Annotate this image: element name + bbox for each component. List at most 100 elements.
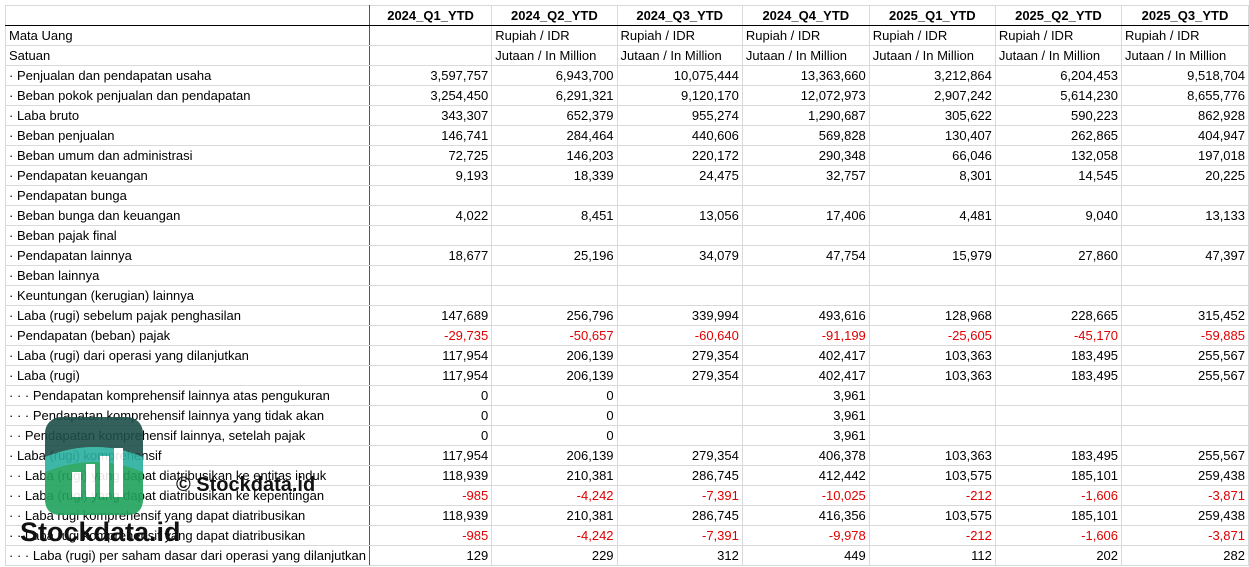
cell: 286,745 xyxy=(616,505,743,526)
cell: 862,928 xyxy=(1121,105,1249,126)
cell: -212 xyxy=(868,525,996,546)
cell: -60,640 xyxy=(616,325,743,346)
cell: 0 xyxy=(368,385,493,406)
table-row: · Keuntungan (kerugian) lainnya xyxy=(5,285,1249,306)
cell: 13,363,660 xyxy=(741,65,870,86)
cell: 0 xyxy=(491,405,618,426)
column-header: 2024_Q2_YTD xyxy=(491,5,618,26)
empty-cell xyxy=(741,185,870,206)
table-row: · · Laba rugi komprehensif yang dapat di… xyxy=(5,505,1249,526)
cell: 128,968 xyxy=(868,305,996,326)
row-label: · Pendapatan bunga xyxy=(5,185,370,206)
cell: -4,242 xyxy=(491,525,618,546)
cell: 279,354 xyxy=(616,365,743,386)
cell: 130,407 xyxy=(868,125,996,146)
cell: 132,058 xyxy=(994,145,1123,166)
cell: 206,139 xyxy=(491,345,618,366)
cell: 3,254,450 xyxy=(368,85,493,106)
cell: 0 xyxy=(368,425,493,446)
column-header: 2024_Q1_YTD xyxy=(368,5,493,26)
cell: Jutaan / In Million xyxy=(1121,45,1249,66)
cell: -91,199 xyxy=(741,325,870,346)
column-header: 2024_Q3_YTD xyxy=(616,5,743,26)
row-label: · · Laba rugi komprehensif yang dapat di… xyxy=(5,525,370,546)
cell: 440,606 xyxy=(616,125,743,146)
empty-cell xyxy=(741,225,870,246)
row-label: · Beban pajak final xyxy=(5,225,370,246)
row-label: · · · Pendapatan komprehensif lainnya at… xyxy=(5,385,370,406)
cell: 18,677 xyxy=(368,245,493,266)
table-row: · Laba (rugi) dari operasi yang dilanjut… xyxy=(5,345,1249,366)
cell: 6,204,453 xyxy=(994,65,1123,86)
cell: 117,954 xyxy=(368,365,493,386)
row-label: · Pendapatan keuangan xyxy=(5,165,370,186)
cell: -3,871 xyxy=(1121,525,1249,546)
cell: 590,223 xyxy=(994,105,1123,126)
cell: 103,363 xyxy=(868,365,996,386)
cell: -25,605 xyxy=(868,325,996,346)
row-label: · Penjualan dan pendapatan usaha xyxy=(5,65,370,86)
cell: 0 xyxy=(491,425,618,446)
cell: 25,196 xyxy=(491,245,618,266)
cell: Jutaan / In Million xyxy=(994,45,1123,66)
cell: Rupiah / IDR xyxy=(994,25,1123,46)
cell: 0 xyxy=(491,385,618,406)
cell: 103,363 xyxy=(868,445,996,466)
row-label: · Beban bunga dan keuangan xyxy=(5,205,370,226)
cell: Jutaan / In Million xyxy=(491,45,618,66)
table-row: · Beban bunga dan keuangan 4,022 8,451 13,0… xyxy=(5,205,1249,226)
empty-cell xyxy=(368,25,493,46)
table-row: · Pendapatan (beban) pajak -29,735 -50,657… xyxy=(5,325,1249,346)
cell: 315,452 xyxy=(1121,305,1249,326)
cell: 206,139 xyxy=(491,445,618,466)
cell: 47,397 xyxy=(1121,245,1249,266)
watermark-brand: Stockdata.id xyxy=(20,517,181,547)
cell: 185,101 xyxy=(994,505,1123,526)
cell: 220,172 xyxy=(616,145,743,166)
empty-cell xyxy=(616,405,743,426)
empty-cell xyxy=(994,225,1123,246)
row-label: Satuan xyxy=(5,45,370,66)
cell: 259,438 xyxy=(1121,505,1249,526)
watermark-logo xyxy=(45,417,143,515)
cell: 9,120,170 xyxy=(616,85,743,106)
cell: 103,575 xyxy=(868,505,996,526)
empty-cell xyxy=(994,405,1123,426)
table-row: · Pendapatan bunga xyxy=(5,185,1249,206)
table-row: · Laba bruto 343,307 652,379 955,274 1,290,6… xyxy=(5,105,1249,126)
empty-cell xyxy=(1121,425,1249,446)
cell: Jutaan / In Million xyxy=(741,45,870,66)
cell: 4,022 xyxy=(368,205,493,226)
cell: 255,567 xyxy=(1121,345,1249,366)
empty-cell xyxy=(616,285,743,306)
empty-cell xyxy=(368,225,493,246)
cell: 13,133 xyxy=(1121,205,1249,226)
cell: Rupiah / IDR xyxy=(616,25,743,46)
cell: -3,871 xyxy=(1121,485,1249,506)
empty-cell xyxy=(368,45,493,66)
cell: Rupiah / IDR xyxy=(868,25,996,46)
cell: Rupiah / IDR xyxy=(741,25,870,46)
cell: 72,725 xyxy=(368,145,493,166)
cell: Rupiah / IDR xyxy=(491,25,618,46)
table-row: · Penjualan dan pendapatan usaha 3,597,75… xyxy=(5,65,1249,86)
cell: 6,291,321 xyxy=(491,85,618,106)
empty-cell xyxy=(868,385,996,406)
empty-cell xyxy=(1121,225,1249,246)
table-row: · Pendapatan keuangan 9,193 18,339 24,475 32… xyxy=(5,165,1249,186)
table-row: · Beban pokok penjualan dan pendapatan 3,… xyxy=(5,85,1249,106)
cell: 146,203 xyxy=(491,145,618,166)
empty-cell xyxy=(1121,385,1249,406)
cell: 404,947 xyxy=(1121,125,1249,146)
cell: 3,961 xyxy=(741,425,870,446)
empty-cell xyxy=(616,385,743,406)
table-row: · Beban umum dan administrasi 72,725 146,2… xyxy=(5,145,1249,166)
cell: -10,025 xyxy=(741,485,870,506)
cell: 183,495 xyxy=(994,365,1123,386)
cell: 9,193 xyxy=(368,165,493,186)
table-row: · Laba (rugi) 117,954 206,139 279,354 402,41… xyxy=(5,365,1249,386)
cell: 32,757 xyxy=(741,165,870,186)
cell: 279,354 xyxy=(616,345,743,366)
cell: 210,381 xyxy=(491,505,618,526)
cell: 183,495 xyxy=(994,345,1123,366)
